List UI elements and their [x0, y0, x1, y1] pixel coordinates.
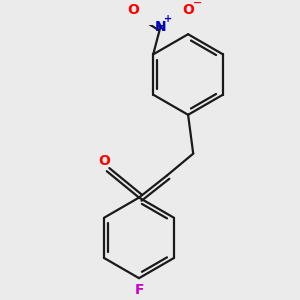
- Text: O: O: [98, 154, 110, 168]
- Text: N: N: [155, 20, 166, 34]
- Text: +: +: [164, 14, 172, 24]
- Text: F: F: [134, 283, 144, 297]
- Text: O: O: [182, 3, 194, 17]
- Text: O: O: [127, 3, 139, 17]
- Text: −: −: [193, 0, 203, 8]
